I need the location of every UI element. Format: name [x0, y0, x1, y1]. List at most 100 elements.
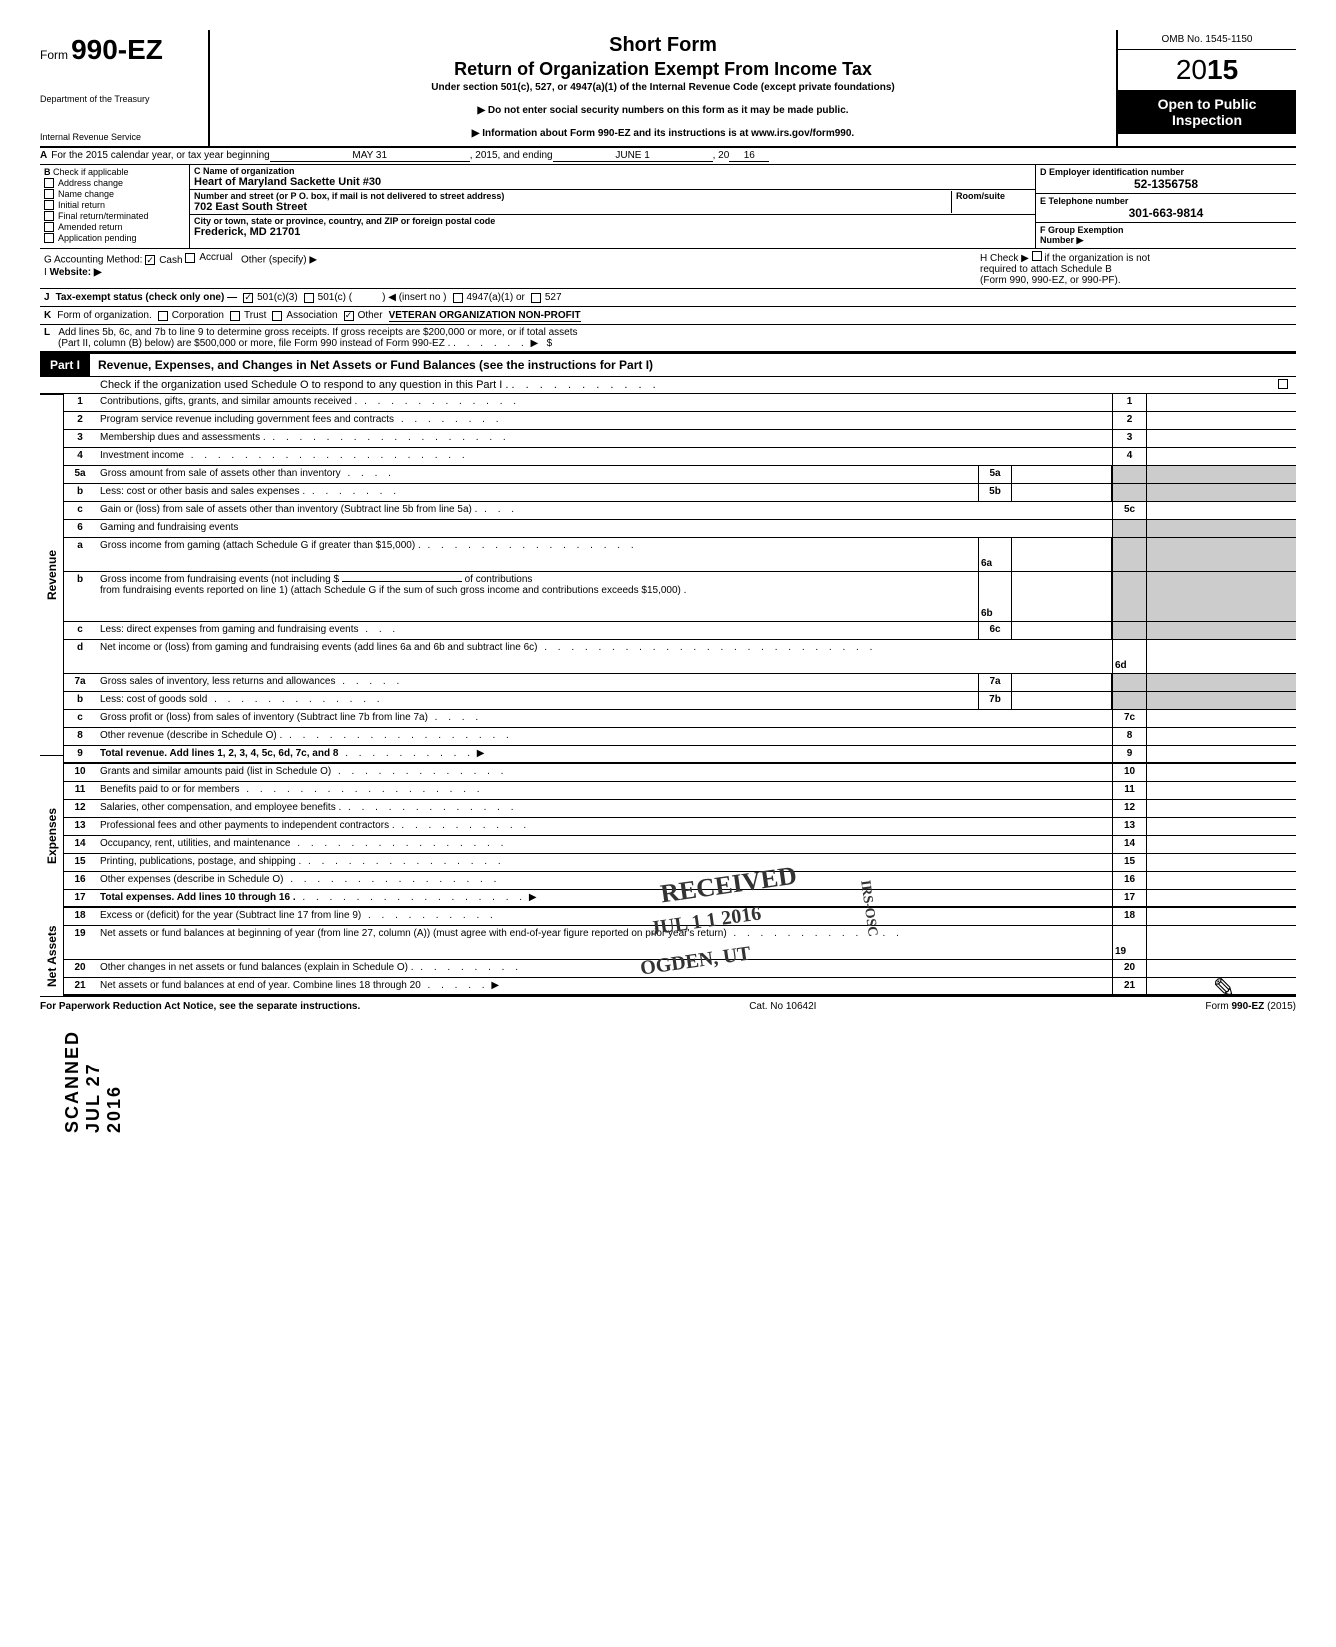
- chk-corp[interactable]: Corporation: [158, 310, 224, 321]
- t-6d: Net income or (loss) from gaming and fun…: [100, 642, 537, 653]
- year-prefix: 20: [1176, 54, 1207, 85]
- t-13: Professional fees and other payments to …: [100, 820, 395, 831]
- box-6-shade: [1112, 520, 1146, 537]
- val-18[interactable]: [1146, 908, 1296, 925]
- box-14: 14: [1112, 836, 1146, 853]
- chk-4947[interactable]: 4947(a)(1) or: [453, 292, 525, 303]
- box-2: 2: [1112, 412, 1146, 429]
- val-1[interactable]: [1146, 394, 1296, 411]
- n-11: 11: [64, 782, 96, 799]
- form-prefix: Form: [40, 48, 68, 62]
- row-a-text1: For the 2015 calendar year, or tax year …: [51, 150, 269, 161]
- chk-trust[interactable]: Trust: [230, 310, 266, 321]
- note-ssn: ▶ Do not enter social security numbers o…: [218, 105, 1108, 116]
- midval-6b[interactable]: [1012, 572, 1112, 621]
- open-to-public: Open to Public Inspection: [1118, 90, 1296, 134]
- n-14: 14: [64, 836, 96, 853]
- chk-amended-return[interactable]: Amended return: [44, 222, 185, 232]
- mid-5b: 5b: [978, 484, 1012, 501]
- label-a: A: [40, 150, 47, 161]
- t-21: Net assets or fund balances at end of ye…: [100, 980, 421, 991]
- line-6b: b Gross income from fundraising events (…: [64, 572, 1296, 622]
- chk-accrual[interactable]: Accrual: [185, 252, 232, 263]
- line-7a: 7a Gross sales of inventory, less return…: [64, 674, 1296, 692]
- t-4: Investment income: [100, 450, 184, 461]
- h-text3: required to attach Schedule B: [980, 264, 1112, 275]
- chk-initial-return[interactable]: Initial return: [44, 200, 185, 210]
- val-15[interactable]: [1146, 854, 1296, 871]
- footer: For Paperwork Reduction Act Notice, see …: [40, 996, 1296, 1016]
- line-13: 13 Professional fees and other payments …: [64, 818, 1296, 836]
- row-a: A For the 2015 calendar year, or tax yea…: [40, 148, 1296, 165]
- val-5c[interactable]: [1146, 502, 1296, 519]
- t-1: Contributions, gifts, grants, and simila…: [100, 396, 357, 407]
- t-7c: Gross profit or (loss) from sales of inv…: [100, 712, 428, 723]
- val-12[interactable]: [1146, 800, 1296, 817]
- k-other: Other: [358, 310, 383, 321]
- k-assoc: Association: [286, 310, 337, 321]
- form-number: 990-EZ: [71, 34, 163, 65]
- t-18: Excess or (deficit) for the year (Subtra…: [100, 910, 361, 921]
- midval-6c[interactable]: [1012, 622, 1112, 639]
- chk-501c3[interactable]: ✓501(c)(3): [243, 292, 298, 303]
- val-10[interactable]: [1146, 764, 1296, 781]
- midval-7b[interactable]: [1012, 692, 1112, 709]
- box-6a-shade: [1112, 538, 1146, 571]
- line-8: 8 Other revenue (describe in Schedule O)…: [64, 728, 1296, 746]
- n-7a: 7a: [64, 674, 96, 691]
- t-20: Other changes in net assets or fund bala…: [100, 962, 414, 973]
- label-c: C: [194, 166, 201, 176]
- col-b: B Check if applicable Address change Nam…: [40, 165, 190, 248]
- line-5a: 5a Gross amount from sale of assets othe…: [64, 466, 1296, 484]
- form-page: Form 990-EZ Department of the Treasury I…: [40, 30, 1296, 1016]
- n-16: 16: [64, 872, 96, 889]
- chk-527[interactable]: 527: [531, 292, 562, 303]
- chk-other-org[interactable]: ✓Other: [344, 310, 383, 321]
- val-2[interactable]: [1146, 412, 1296, 429]
- label-j: J: [44, 292, 50, 303]
- note-info: ▶ Information about Form 990-EZ and its …: [218, 128, 1108, 139]
- chk-name-change[interactable]: Name change: [44, 189, 185, 199]
- title-short-form: Short Form: [218, 34, 1108, 57]
- val-6d[interactable]: [1146, 640, 1296, 673]
- chk-cash[interactable]: ✓Cash: [145, 255, 182, 266]
- line-1: 1 Contributions, gifts, grants, and simi…: [64, 394, 1296, 412]
- midval-5a[interactable]: [1012, 466, 1112, 483]
- val-16[interactable]: [1146, 872, 1296, 889]
- midval-5b[interactable]: [1012, 484, 1112, 501]
- chk-501c[interactable]: 501(c) (: [304, 292, 352, 303]
- val-4[interactable]: [1146, 448, 1296, 465]
- telephone: 301-663-9814: [1040, 206, 1292, 220]
- midval-7a[interactable]: [1012, 674, 1112, 691]
- k-other-val: VETERAN ORGANIZATION NON-PROFIT: [389, 310, 581, 322]
- val-9[interactable]: [1146, 746, 1296, 762]
- val-14[interactable]: [1146, 836, 1296, 853]
- c-city-label: City or town, state or province, country…: [194, 216, 495, 226]
- chk-h[interactable]: [1032, 251, 1042, 261]
- midval-6a[interactable]: [1012, 538, 1112, 571]
- row-a-end-yr: 16: [729, 150, 769, 162]
- chk-final-return[interactable]: Final return/terminated: [44, 211, 185, 221]
- val-17[interactable]: [1146, 890, 1296, 906]
- j-o1: 501(c)(3): [257, 292, 298, 303]
- t-8: Other revenue (describe in Schedule O) .: [100, 730, 282, 741]
- val-8[interactable]: [1146, 728, 1296, 745]
- val-11[interactable]: [1146, 782, 1296, 799]
- val-19[interactable]: [1146, 926, 1296, 959]
- 6b-blank[interactable]: [342, 581, 462, 582]
- signature-mark: ✎: [1213, 972, 1236, 1006]
- box-5b-shade: [1112, 484, 1146, 501]
- chk-part1-schedO[interactable]: [1278, 379, 1288, 389]
- val-13[interactable]: [1146, 818, 1296, 835]
- chk-application-pending[interactable]: Application pending: [44, 233, 185, 243]
- chk-label-2: Initial return: [58, 200, 105, 210]
- part1-sub: Check if the organization used Schedule …: [40, 377, 1296, 394]
- n-2: 2: [64, 412, 96, 429]
- chk-assoc[interactable]: Association: [272, 310, 337, 321]
- chk-address-change[interactable]: Address change: [44, 178, 185, 188]
- val-7c[interactable]: [1146, 710, 1296, 727]
- open-line1: Open to Public: [1122, 96, 1292, 112]
- form-header: Form 990-EZ Department of the Treasury I…: [40, 30, 1296, 148]
- val-3[interactable]: [1146, 430, 1296, 447]
- line-7c: c Gross profit or (loss) from sales of i…: [64, 710, 1296, 728]
